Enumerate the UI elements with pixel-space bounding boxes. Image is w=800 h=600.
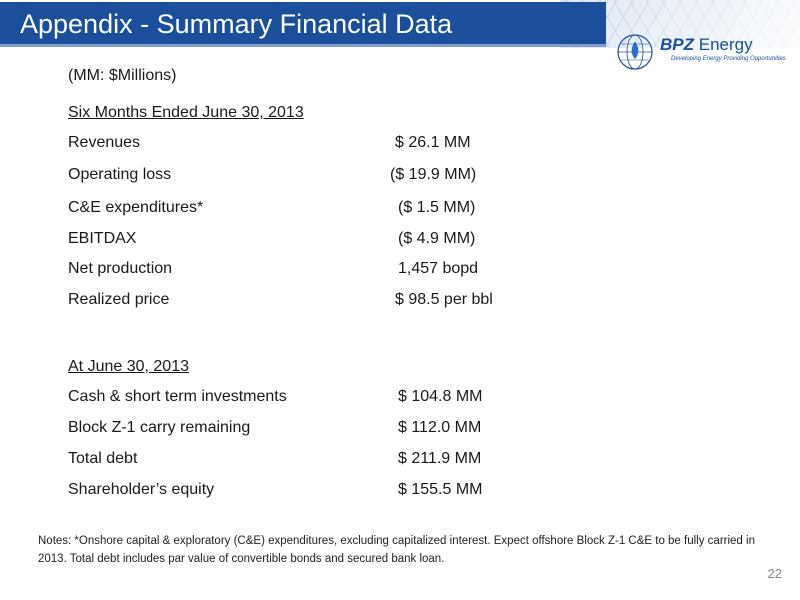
summary-row: EBITDAX ($ 4.9 MM) xyxy=(68,230,688,252)
company-logo: BPZ Energy Developing Energy Providing O… xyxy=(616,33,790,73)
row-label: Net production xyxy=(68,260,173,277)
summary-row: Block Z-1 carry remaining $ 112.0 MM xyxy=(68,419,688,441)
row-label: C&E expenditures* xyxy=(68,199,204,216)
summary-row: Total debt $ 211.9 MM xyxy=(68,450,688,472)
page-title: Appendix - Summary Financial Data xyxy=(20,9,453,39)
footnote: Notes: *Onshore capital & exploratory (C… xyxy=(38,535,755,565)
summary-row: Cash & short term investments $ 104.8 MM xyxy=(68,388,688,410)
row-value: $ 98.5 per bbl xyxy=(395,291,493,308)
row-value: $ 104.8 MM xyxy=(398,388,483,405)
row-label: Shareholder’s equity xyxy=(68,481,215,498)
title-bar: Appendix - Summary Financial Data xyxy=(0,2,606,44)
summary-row: Operating loss ($ 19.9 MM) xyxy=(68,166,688,188)
row-label: EBITDAX xyxy=(68,230,137,247)
row-label: Realized price xyxy=(68,291,170,308)
row-label: Revenues xyxy=(68,134,141,151)
logo-tagline: Developing Energy Providing Opportunitie… xyxy=(671,56,786,62)
summary-row: Net production 1,457 bopd xyxy=(68,260,688,282)
units-note: (MM: $Millions) xyxy=(68,67,177,84)
row-value: $ 155.5 MM xyxy=(398,481,483,498)
summary-row: Revenues $ 26.1 MM xyxy=(68,134,688,156)
logo-name-bold: BPZ xyxy=(660,35,694,54)
summary-row: C&E expenditures* ($ 1.5 MM) xyxy=(68,199,688,221)
section-heading-june-30: At June 30, 2013 xyxy=(68,358,189,375)
row-label: Cash & short term investments xyxy=(68,388,287,405)
row-label: Total debt xyxy=(68,450,138,467)
row-value: $ 211.9 MM xyxy=(398,450,482,467)
row-value: $ 26.1 MM xyxy=(395,134,471,151)
page-number: 22 xyxy=(767,566,782,581)
logo-wordmark: BPZ Energy xyxy=(660,35,753,55)
banner-divider xyxy=(0,44,606,47)
row-value: ($ 19.9 MM) xyxy=(390,166,477,183)
summary-row: Realized price $ 98.5 per bbl xyxy=(68,291,688,313)
row-label: Operating loss xyxy=(68,166,172,183)
row-value: ($ 1.5 MM) xyxy=(398,199,476,216)
logo-name-light: Energy xyxy=(698,35,753,54)
header-banner: Appendix - Summary Financial Data xyxy=(0,0,800,48)
row-value: $ 112.0 MM xyxy=(398,419,482,436)
summary-row: Shareholder’s equity $ 155.5 MM xyxy=(68,481,688,503)
globe-icon xyxy=(617,34,653,70)
row-value: 1,457 bopd xyxy=(398,260,479,277)
row-label: Block Z-1 carry remaining xyxy=(68,419,251,436)
row-value: ($ 4.9 MM) xyxy=(398,230,476,247)
section-heading-six-months: Six Months Ended June 30, 2013 xyxy=(68,104,304,121)
